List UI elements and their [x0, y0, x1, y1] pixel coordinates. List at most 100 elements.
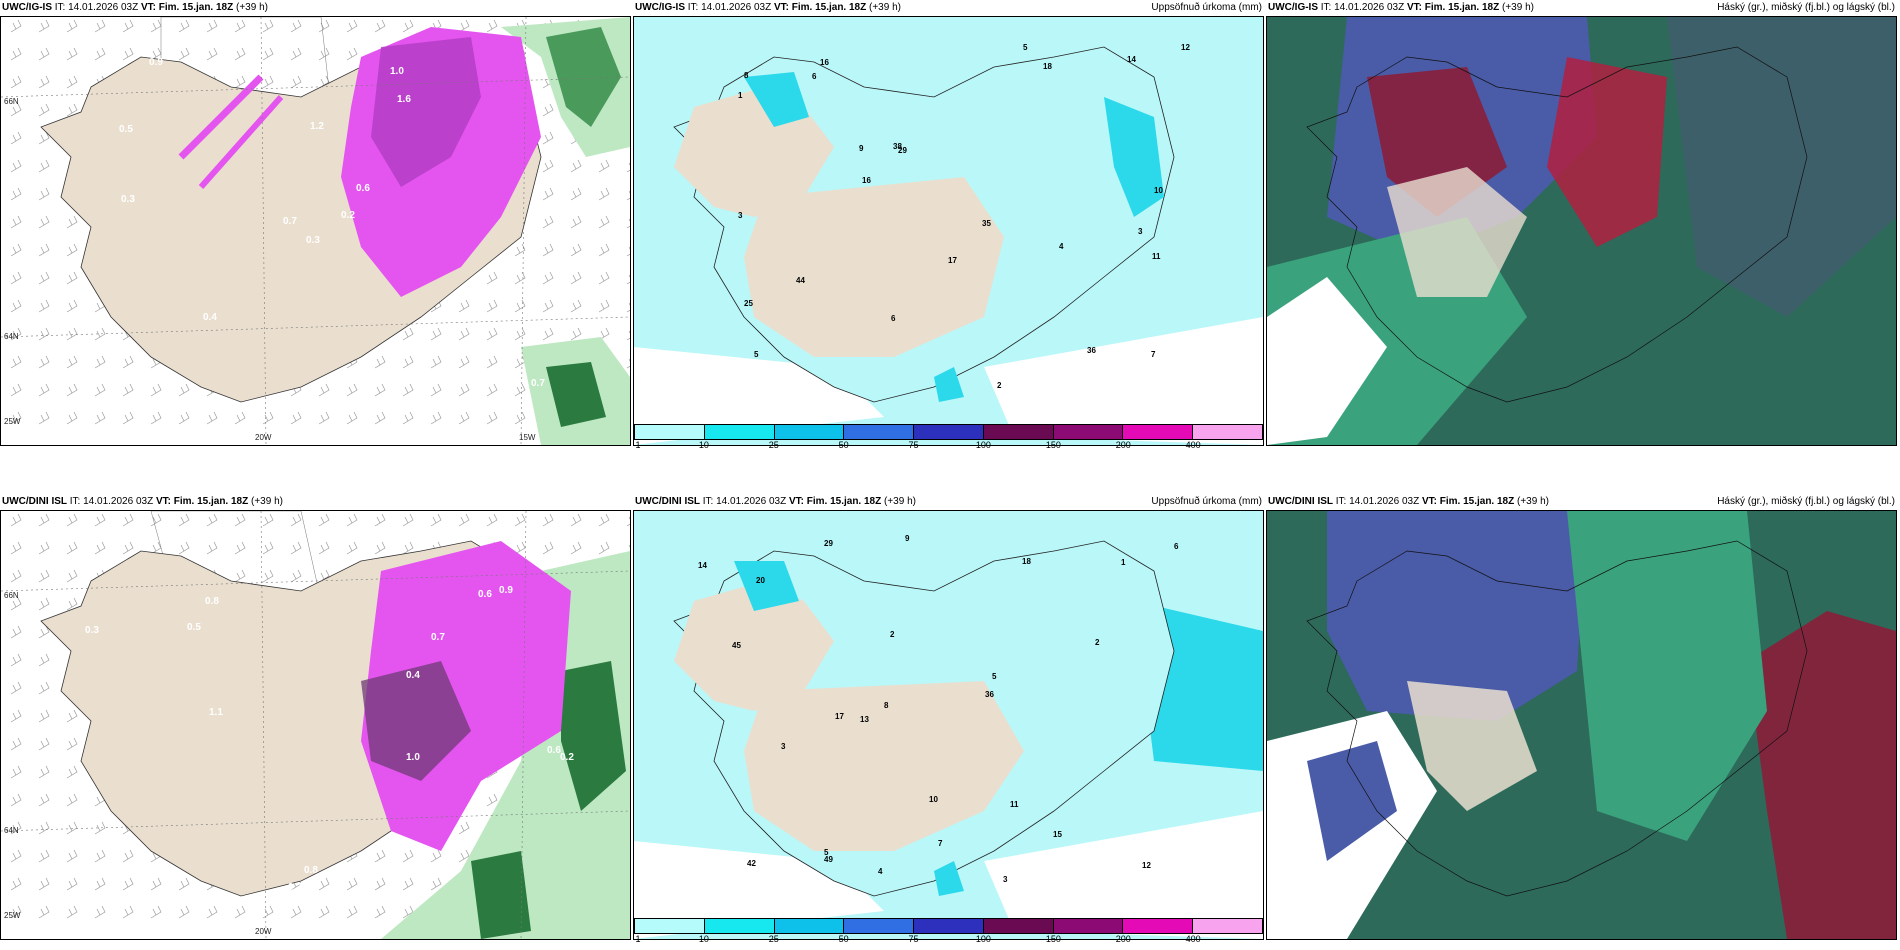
wind-barb — [458, 513, 470, 527]
wind-barb — [38, 793, 50, 807]
value-label: 3 — [1138, 227, 1143, 236]
wind-barb — [38, 103, 50, 117]
wind-barb — [598, 271, 610, 285]
wind-barb — [262, 411, 274, 425]
colorbar-tick: 150 — [1045, 934, 1061, 944]
colorbar-cell — [1193, 919, 1263, 933]
wind-barb — [514, 513, 526, 527]
wind-barb — [66, 765, 78, 779]
map-frame[interactable] — [1266, 510, 1897, 940]
wind-barb — [234, 905, 246, 919]
wind-barb — [542, 215, 554, 229]
value-labels: 0.3 0.5 0.7 0.8 0.6 0.4 1.0 1.2 1.6 0.2 0.9 0.7 0.3 — [100, 57, 545, 389]
value-label: 1.0 — [406, 752, 420, 763]
wind-barb — [318, 47, 330, 61]
map-frame[interactable] — [1266, 16, 1897, 446]
wind-barb — [94, 905, 106, 919]
colorbar-tick: 200 — [1115, 934, 1131, 944]
wind-barb — [122, 411, 134, 425]
wind-barb — [38, 131, 50, 145]
value-label: 0.9 — [499, 585, 513, 596]
wind-barb — [486, 513, 498, 527]
wind-barb — [402, 411, 414, 425]
value-label: 1.6 — [397, 94, 411, 105]
wind-barb — [10, 513, 22, 527]
field-title: Uppsöfnuð úrkoma (mm) — [1151, 496, 1262, 507]
wind-barb — [38, 653, 50, 667]
map-frame[interactable]: 4 3 5 16 29 36 25 18 9 2 1 3 8 7 6 10 17 35 38 44 12 14 16 11 5 6 — [633, 16, 1264, 446]
green-precip-core — [471, 851, 531, 939]
value-label: 9 — [905, 534, 910, 543]
init-time: IT: 14.01.2026 03Z — [1320, 2, 1405, 13]
surface-map: 0.3 0.5 0.7 0.8 0.6 0.4 1.0 1.2 1.6 0.2 0.9 0.7 0.3 — [1, 17, 630, 445]
wind-barb — [626, 516, 630, 527]
lon-label: 25W — [4, 417, 21, 426]
wind-barb — [10, 709, 22, 723]
panel-dini-precip: UWC/DINI ISL IT: 14.01.2026 03Z VT: Fim.… — [633, 494, 1264, 944]
value-label: 4 — [878, 867, 883, 876]
wind-barb — [38, 243, 50, 257]
colorbar-cell — [844, 425, 915, 439]
colorbar-cell — [1053, 919, 1124, 933]
value-label: 14 — [698, 561, 707, 570]
wind-barb — [38, 215, 50, 229]
grid-lines — [1, 17, 630, 445]
panel-igis-surface: UWC/IG-IS IT: 14.01.2026 03Z VT: Fim. 15… — [0, 0, 631, 448]
white-gap — [984, 811, 1263, 939]
land-dry — [744, 177, 1004, 357]
surface-map: 0.3 0.50.40.80.60.71.01.10.90.20.60.80.7 — [1, 511, 630, 939]
wind-barb — [458, 355, 470, 369]
wind-barb — [206, 905, 218, 919]
colorbar-cell — [774, 425, 845, 439]
panel-header: UWC/IG-IS IT: 14.01.2026 03Z VT: Fim. 15… — [0, 0, 631, 16]
colorbar: 1 10 25 50 75 100 150 200 400 — [634, 918, 1263, 944]
map-frame[interactable]: 0.3 0.5 0.4 0.8 0.6 0.7 1.0 1.1 0.9 0.2 0.6 0.8 0.7 … — [0, 510, 631, 940]
lat-label: 64N — [4, 826, 19, 835]
map-frame[interactable]: 0.3 0.5 0.7 0.8 0.6 0.4 1.0 1.2 1.6 0.2 0.9 0.7 0.3 … — [0, 16, 631, 446]
precip-patch — [734, 561, 799, 611]
colorbar-tick: 50 — [838, 440, 849, 450]
colorbar-tick: 1 — [635, 440, 641, 450]
lon-label: 25W — [4, 911, 21, 920]
wind-barb — [598, 159, 610, 173]
lat-label: 66N — [4, 97, 19, 106]
wind-barb — [542, 243, 554, 257]
colorbar-ticks: 1 10 25 50 75 100 150 200 400 — [634, 934, 1263, 944]
wind-barb — [10, 103, 22, 117]
colorbar-tick: 75 — [908, 440, 919, 450]
colorbar-cell — [914, 425, 984, 439]
wind-barb — [262, 905, 274, 919]
wind-barb — [402, 383, 414, 397]
wind-barb — [38, 383, 50, 397]
wind-barb — [150, 905, 162, 919]
map-frame[interactable]: 4 3 5 15 29 20 17 12 9 2 1 7 8 10 18 36 45 49 13 14 11 6 5 42 2 3 — [633, 510, 1264, 940]
green-precip-core — [546, 27, 621, 127]
wind-barb — [206, 19, 218, 33]
cloud-mid — [1567, 511, 1767, 841]
snow-dark-area — [371, 37, 481, 187]
value-label: 35 — [982, 219, 991, 228]
value-label: 2 — [997, 381, 1002, 390]
cloud-map — [1267, 17, 1896, 445]
value-label: 7 — [1151, 350, 1156, 359]
colorbar-tick: 10 — [698, 440, 709, 450]
value-label: 11 — [1010, 800, 1019, 809]
wind-barb — [430, 877, 442, 891]
wind-barb — [38, 355, 50, 369]
vt-label: VT: — [155, 496, 171, 507]
panel-header: UWC/DINI ISL IT: 14.01.2026 03Z VT: Fim.… — [0, 494, 631, 510]
wind-barb — [486, 327, 498, 341]
value-label: 17 — [835, 712, 844, 721]
model-name: UWC/IG-IS — [2, 2, 52, 13]
colorbar-cells — [634, 424, 1263, 440]
wind-barb — [66, 75, 78, 89]
colorbar-tick: 10 — [698, 934, 709, 944]
wind-barb — [150, 877, 162, 891]
wind-barb — [66, 327, 78, 341]
wind-barb — [122, 47, 134, 61]
value-label: 14 — [1127, 55, 1136, 64]
wind-barb — [318, 383, 330, 397]
wind-barb — [10, 75, 22, 89]
wind-barb — [374, 849, 386, 863]
wind-barb — [38, 877, 50, 891]
